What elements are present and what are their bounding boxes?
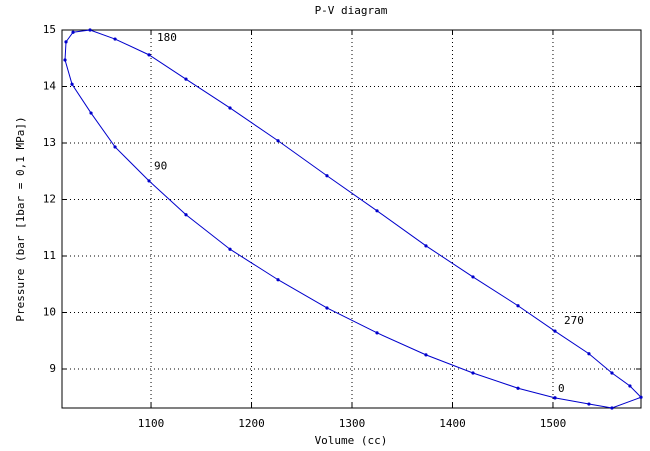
data-point bbox=[113, 145, 117, 149]
y-tick-label: 10 bbox=[43, 306, 56, 319]
data-point bbox=[276, 139, 280, 143]
chart-title: P-V diagram bbox=[315, 4, 388, 17]
data-point bbox=[553, 396, 557, 400]
plot-area bbox=[62, 30, 641, 408]
data-point bbox=[553, 329, 557, 333]
data-point bbox=[424, 244, 428, 248]
data-point bbox=[70, 82, 74, 86]
data-point bbox=[375, 331, 379, 335]
data-point bbox=[471, 275, 475, 279]
data-point bbox=[587, 402, 591, 406]
x-tick-label: 1100 bbox=[138, 417, 165, 430]
x-axis-label: Volume (cc) bbox=[315, 434, 388, 447]
data-point bbox=[88, 28, 92, 32]
y-tick-label: 9 bbox=[49, 362, 56, 375]
data-point bbox=[89, 111, 93, 115]
data-point bbox=[228, 247, 232, 251]
x-tick-label: 1300 bbox=[339, 417, 366, 430]
data-point bbox=[516, 304, 520, 308]
data-point bbox=[325, 306, 329, 310]
data-point bbox=[64, 40, 68, 44]
data-point bbox=[113, 37, 117, 41]
data-point bbox=[184, 213, 188, 217]
data-point bbox=[325, 174, 329, 178]
data-point bbox=[587, 352, 591, 356]
data-point bbox=[628, 384, 632, 388]
data-point bbox=[71, 30, 75, 34]
data-point bbox=[63, 58, 67, 62]
annotation: 0 bbox=[558, 382, 565, 395]
y-axis-label: Pressure (bar [1bar = 0,1 MPa]) bbox=[14, 116, 27, 321]
data-point bbox=[147, 179, 151, 183]
x-tick-label: 1200 bbox=[238, 417, 265, 430]
plot-frame bbox=[61, 29, 642, 409]
y-tick-label: 15 bbox=[43, 23, 56, 36]
data-point bbox=[639, 395, 643, 399]
data-point bbox=[276, 278, 280, 282]
data-point bbox=[184, 77, 188, 81]
y-tick-label: 13 bbox=[43, 136, 56, 149]
data-point bbox=[424, 353, 428, 357]
data-point bbox=[610, 371, 614, 375]
x-tick-label: 1500 bbox=[540, 417, 567, 430]
y-tick-label: 11 bbox=[43, 249, 56, 262]
data-point bbox=[375, 209, 379, 213]
data-point bbox=[516, 386, 520, 390]
annotation: 270 bbox=[564, 314, 584, 327]
data-point bbox=[228, 106, 232, 110]
data-point bbox=[147, 53, 151, 57]
annotation: 180 bbox=[157, 31, 177, 44]
x-tick-label: 1400 bbox=[439, 417, 466, 430]
y-tick-label: 14 bbox=[43, 80, 57, 93]
data-point bbox=[610, 406, 614, 410]
data-point bbox=[471, 371, 475, 375]
y-tick-label: 12 bbox=[43, 193, 56, 206]
annotation: 90 bbox=[154, 160, 167, 173]
